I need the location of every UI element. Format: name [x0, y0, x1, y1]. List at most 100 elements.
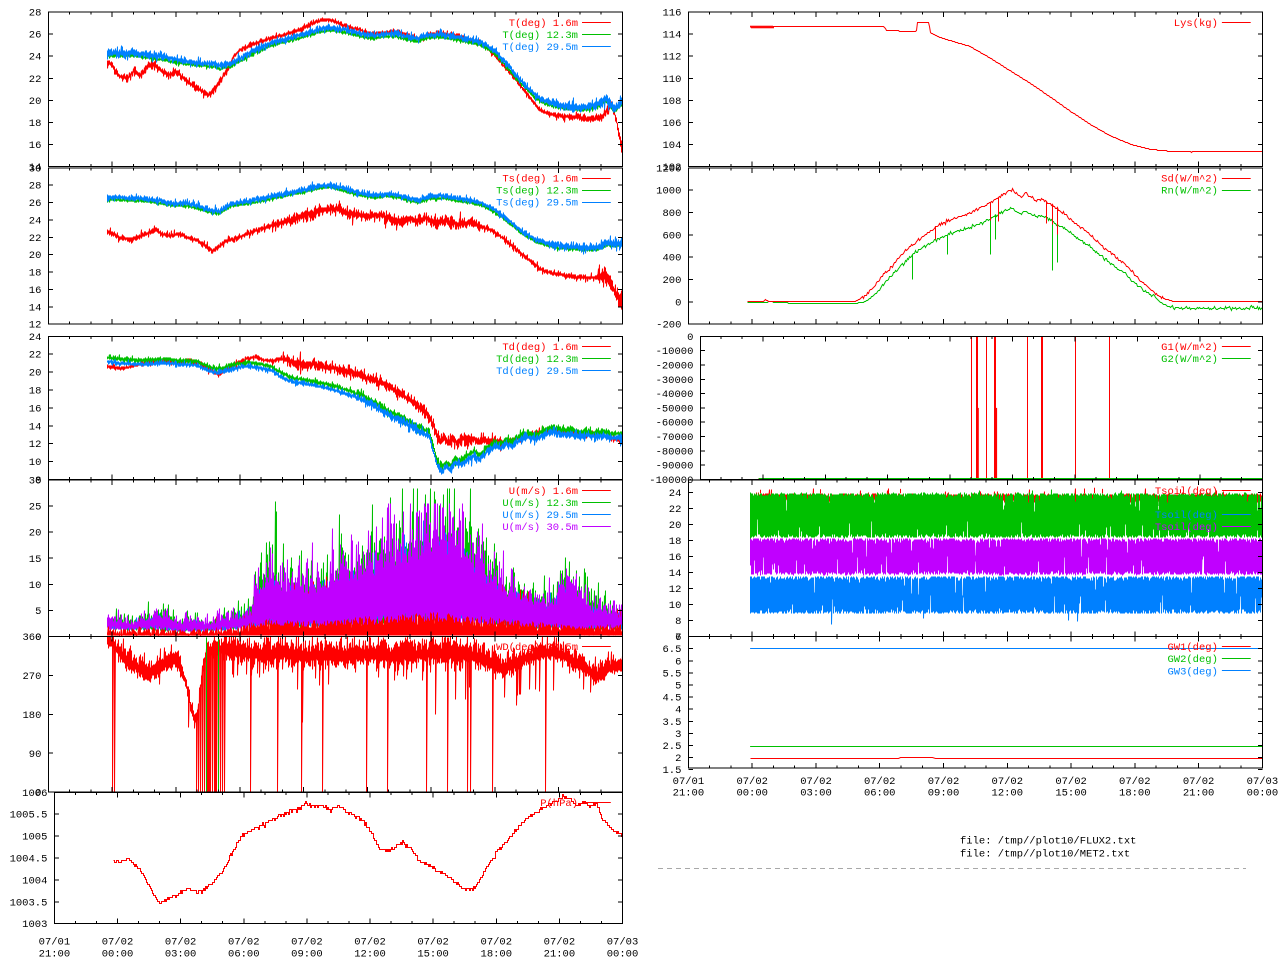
- svg-text:18: 18: [669, 536, 682, 548]
- svg-text:00:00: 00:00: [1247, 788, 1279, 800]
- svg-text:file: /tmp//plot10/FLUX2.txt: file: /tmp//plot10/FLUX2.txt: [960, 836, 1136, 848]
- svg-text:20: 20: [29, 250, 42, 262]
- svg-text:Tsoil(deg): Tsoil(deg): [1155, 498, 1218, 510]
- svg-text:07/02: 07/02: [354, 937, 386, 949]
- svg-text:Td(deg) 29.5m: Td(deg) 29.5m: [496, 366, 578, 378]
- svg-text:3.5: 3.5: [662, 717, 681, 729]
- svg-text:2.5: 2.5: [662, 741, 681, 753]
- svg-text:4: 4: [675, 705, 681, 717]
- svg-text:U(m/s) 30.5m: U(m/s) 30.5m: [502, 522, 578, 534]
- svg-text:-80000: -80000: [656, 446, 694, 458]
- svg-text:07/03: 07/03: [1247, 776, 1279, 788]
- svg-text:Tsoil(deg): Tsoil(deg): [1155, 522, 1218, 534]
- svg-text:Lys(kg): Lys(kg): [1174, 18, 1218, 30]
- svg-text:116: 116: [662, 8, 681, 20]
- svg-text:07/02: 07/02: [1055, 776, 1087, 788]
- svg-text:15: 15: [29, 554, 42, 566]
- svg-text:21:00: 21:00: [1183, 788, 1215, 800]
- svg-text:16: 16: [29, 140, 42, 152]
- svg-text:5: 5: [675, 681, 681, 693]
- svg-text:-50000: -50000: [656, 403, 694, 415]
- svg-text:-90000: -90000: [656, 461, 694, 473]
- svg-text:30: 30: [29, 476, 42, 488]
- svg-text:03:00: 03:00: [165, 949, 197, 960]
- svg-text:15:00: 15:00: [1055, 788, 1087, 800]
- svg-text:0: 0: [35, 632, 41, 644]
- svg-text:07/02: 07/02: [1183, 776, 1215, 788]
- svg-text:21:00: 21:00: [39, 949, 71, 960]
- svg-text:07/02: 07/02: [165, 937, 197, 949]
- svg-text:U(m/s) 29.5m: U(m/s) 29.5m: [502, 510, 578, 522]
- svg-text:22: 22: [29, 233, 42, 245]
- svg-text:GW1(deg): GW1(deg): [1167, 642, 1217, 654]
- svg-text:G1(W/m^2): G1(W/m^2): [1161, 342, 1218, 354]
- svg-text:14: 14: [29, 421, 42, 433]
- svg-text:2: 2: [675, 753, 681, 765]
- svg-text:28: 28: [29, 181, 42, 193]
- svg-text:1.5: 1.5: [662, 765, 681, 777]
- svg-text:7: 7: [675, 632, 681, 644]
- svg-text:18:00: 18:00: [1119, 788, 1151, 800]
- svg-text:09:00: 09:00: [928, 788, 960, 800]
- svg-text:106: 106: [662, 118, 681, 130]
- svg-text:07/02: 07/02: [481, 937, 513, 949]
- svg-text:G2(W/m^2): G2(W/m^2): [1161, 354, 1218, 366]
- svg-text:180: 180: [22, 710, 41, 722]
- svg-text:20: 20: [29, 528, 42, 540]
- svg-text:-70000: -70000: [656, 432, 694, 444]
- svg-text:112: 112: [662, 52, 681, 64]
- svg-text:file: /tmp//plot10/MET2.txt: file: /tmp//plot10/MET2.txt: [960, 849, 1130, 861]
- svg-text:800: 800: [662, 208, 681, 220]
- svg-text:14: 14: [29, 162, 42, 174]
- svg-text:07/01: 07/01: [673, 776, 705, 788]
- svg-text:10: 10: [29, 580, 42, 592]
- svg-text:108: 108: [662, 96, 681, 108]
- svg-text:07/02: 07/02: [102, 937, 134, 949]
- svg-text:5: 5: [35, 606, 41, 618]
- svg-text:16: 16: [669, 552, 682, 564]
- svg-text:22: 22: [29, 350, 42, 362]
- svg-text:104: 104: [662, 140, 681, 152]
- svg-text:22: 22: [669, 504, 682, 516]
- svg-text:06:00: 06:00: [864, 788, 896, 800]
- svg-text:114: 114: [662, 30, 681, 42]
- svg-text:T(deg) 12.3m: T(deg) 12.3m: [502, 30, 578, 42]
- svg-text:16: 16: [29, 403, 42, 415]
- svg-text:12:00: 12:00: [992, 788, 1024, 800]
- svg-text:-20000: -20000: [656, 360, 694, 372]
- svg-text:25: 25: [29, 502, 42, 514]
- svg-text:3: 3: [675, 729, 681, 741]
- svg-text:07/02: 07/02: [992, 776, 1024, 788]
- svg-text:-10000: -10000: [656, 346, 694, 358]
- svg-text:18: 18: [29, 268, 42, 280]
- svg-text:U(m/s) 1.6m: U(m/s) 1.6m: [509, 486, 578, 498]
- svg-text:07/02: 07/02: [544, 937, 576, 949]
- svg-text:10: 10: [669, 600, 682, 612]
- svg-text:14: 14: [29, 302, 42, 314]
- svg-text:00:00: 00:00: [102, 949, 134, 960]
- svg-text:Ts(deg) 1.6m: Ts(deg) 1.6m: [502, 174, 578, 186]
- svg-text:24: 24: [29, 215, 42, 227]
- svg-text:07/02: 07/02: [736, 776, 768, 788]
- svg-text:Rn(W/m^2): Rn(W/m^2): [1161, 186, 1218, 198]
- svg-text:20: 20: [29, 96, 42, 108]
- svg-text:21:00: 21:00: [544, 949, 576, 960]
- svg-text:110: 110: [662, 74, 681, 86]
- svg-text:-30000: -30000: [656, 375, 694, 387]
- svg-text:-60000: -60000: [656, 418, 694, 430]
- svg-text:03:00: 03:00: [800, 788, 832, 800]
- svg-text:07/02: 07/02: [864, 776, 896, 788]
- svg-text:0: 0: [687, 332, 693, 344]
- svg-text:400: 400: [662, 253, 681, 265]
- svg-text:14: 14: [669, 568, 682, 580]
- svg-text:1200: 1200: [656, 163, 681, 175]
- svg-text:16: 16: [29, 285, 42, 297]
- svg-text:07/02: 07/02: [291, 937, 323, 949]
- svg-text:-100000: -100000: [649, 475, 693, 487]
- svg-text:0: 0: [675, 297, 681, 309]
- svg-text:5.5: 5.5: [662, 668, 681, 680]
- svg-text:P(hPa): P(hPa): [540, 798, 578, 810]
- svg-text:1004.5: 1004.5: [10, 854, 48, 866]
- svg-text:28: 28: [29, 8, 42, 20]
- svg-text:20: 20: [29, 368, 42, 380]
